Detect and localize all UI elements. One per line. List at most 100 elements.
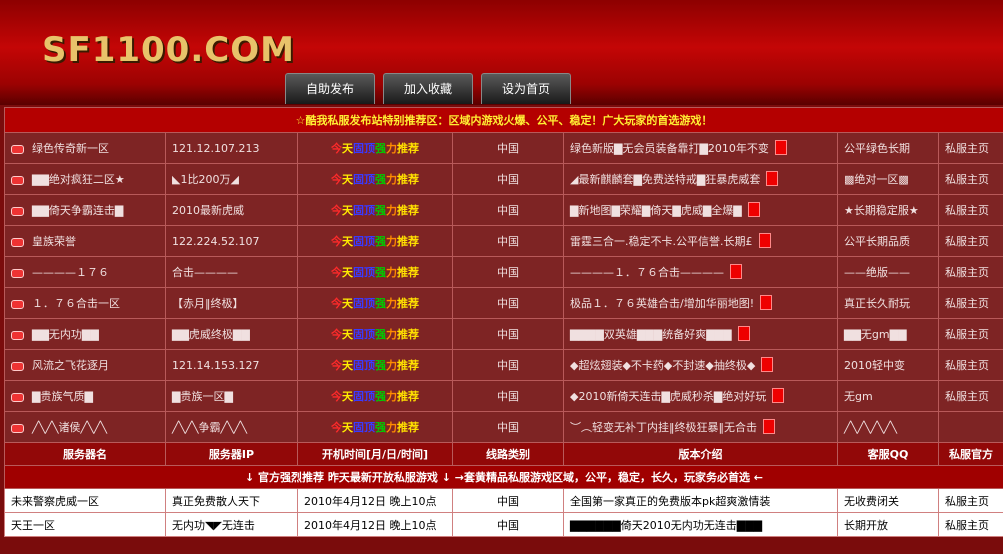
column-header: 服务器名	[4, 442, 166, 466]
promo-text: 固顶	[353, 266, 375, 279]
nav-button[interactable]: 自助发布	[285, 73, 375, 104]
open-time: 今天固顶强力推荐	[297, 256, 453, 288]
server-name-cell: ▇贵族气质▇	[4, 380, 166, 412]
icon	[11, 206, 24, 216]
featured-row: 绿色传奇新一区 121.12.107.213 今天固顶强力推荐 中国 绿色新版▇无会员装…	[4, 132, 1003, 164]
server-ip: 121.14.153.127	[165, 349, 298, 381]
qq: 2010轻中变	[837, 349, 939, 381]
qq: 真正长久耐玩	[837, 287, 939, 319]
home-link[interactable]: 私服主页	[945, 142, 989, 155]
promo-text: 力	[386, 173, 397, 186]
promo-text: 推荐	[397, 390, 419, 403]
banner: ☆酷我私服发布站特别推荐区：区域内游戏火爆、公平、稳定！广大玩家的首选游戏！	[3, 107, 1003, 133]
server-name[interactable]: ▇▇倚天争霸连击▇	[32, 204, 124, 217]
server-name[interactable]: 风流之飞花逐月	[32, 359, 109, 372]
promo-text: 天	[342, 266, 353, 279]
promo-text: 力	[386, 328, 397, 341]
line-type: 中国	[452, 132, 564, 164]
intro: ————１．７６合击————	[570, 266, 724, 279]
promo-text: 今	[331, 359, 342, 372]
intro-cell: ◆2010新倚天连击▇虎威秒杀▇绝对好玩	[563, 380, 838, 412]
listing-cell: 长期开放	[837, 512, 939, 537]
server-name-cell: ▇▇无内功▇▇	[4, 318, 166, 350]
open-time: 今天固顶强力推荐	[297, 225, 453, 257]
intro: 绿色新版▇无会员装备靠打▇2010年不变	[570, 142, 769, 155]
listing-cell: 全国第一家真正的免费版本pk超爽激情装	[563, 488, 838, 513]
home-link[interactable]: 私服主页	[945, 266, 989, 279]
open-time: 今天固顶强力推荐	[297, 163, 453, 195]
column-header: 开机时间[月/日/时间]	[297, 442, 453, 466]
listing-cell[interactable]: 私服主页	[937, 488, 1003, 513]
home-cell: 私服主页	[937, 287, 1003, 319]
promo-text: 强	[375, 142, 386, 155]
featured-row: ————１７６ 合击———— 今天固顶强力推荐 中国 ————１．７６合击———— ——绝…	[4, 256, 1003, 288]
home-link[interactable]: 私服主页	[945, 390, 989, 403]
listing-cell[interactable]: 未来警察虎威一区	[4, 488, 166, 513]
server-name[interactable]: ▇贵族气质▇	[32, 390, 93, 403]
column-header: 客服QQ	[837, 442, 939, 466]
server-name[interactable]: 绿色传奇新一区	[32, 142, 109, 155]
line-type: 中国	[452, 380, 564, 412]
promo-text: 天	[342, 204, 353, 217]
qq: ╱╲╱╲╱╲╱╲	[837, 411, 939, 443]
icon	[758, 233, 771, 248]
server-name[interactable]: ————１７６	[32, 266, 109, 279]
listing-cell[interactable]: 天王一区	[4, 512, 166, 537]
line-type: 中国	[452, 349, 564, 381]
home-cell: 私服主页	[937, 194, 1003, 226]
promo-text: 天	[342, 142, 353, 155]
logo[interactable]: SF1100.COM	[42, 30, 295, 70]
intro-cell: 雷霆三合一.稳定不卡.公平信誉.长期£	[563, 225, 838, 257]
promo-text: 力	[386, 266, 397, 279]
column-header: 版本介绍	[563, 442, 838, 466]
server-name[interactable]: ╱╲╱╲诸侯╱╲╱╲	[32, 421, 107, 434]
promo-text: 天	[342, 359, 353, 372]
promo-text: 固顶	[353, 421, 375, 434]
icon	[747, 202, 760, 217]
intro-cell: 极品１．７６英雄合击/增加华丽地图!	[563, 287, 838, 319]
featured-row: ╱╲╱╲诸侯╱╲╱╲ ╱╲╱╲争霸╱╲╱╲ 今天固顶强力推荐 中国 ︶︵轻变无补丁内挂‖…	[4, 411, 1003, 443]
home-link[interactable]: 私服主页	[945, 297, 989, 310]
server-ip: 121.12.107.213	[165, 132, 298, 164]
line-type: 中国	[452, 194, 564, 226]
icon	[11, 268, 24, 278]
promo-text: 今	[331, 390, 342, 403]
icon	[737, 326, 750, 341]
promo-text: 推荐	[397, 142, 419, 155]
home-link[interactable]: 私服主页	[945, 328, 989, 341]
home-link[interactable]: 私服主页	[945, 235, 989, 248]
server-ip: 122.224.52.107	[165, 225, 298, 257]
server-name[interactable]: ▇▇绝对疯狂二区★	[32, 173, 125, 186]
intro: ▇▇▇▇双英雄▇▇▇统备好爽▇▇▇	[570, 328, 732, 341]
home-link[interactable]: 私服主页	[945, 173, 989, 186]
banner: ↓ 官方强烈推荐 昨天最新开放私服游戏 ↓ →套黄精品私服游戏区域，公平，稳定，…	[3, 465, 1003, 489]
server-name[interactable]: 皇族荣誉	[32, 235, 76, 248]
promo-text: 今	[331, 328, 342, 341]
server-name-cell: ╱╲╱╲诸侯╱╲╱╲	[4, 411, 166, 443]
icon	[11, 392, 24, 402]
line-type: 中国	[452, 287, 564, 319]
listing-row: 未来警察虎威一区 真正免费散人天下 2010年4月12日 晚上10点 中国 全国第一家真…	[4, 488, 1003, 513]
listing-cell: 2010年4月12日 晚上10点	[297, 488, 453, 513]
open-time: 今天固顶强力推荐	[297, 194, 453, 226]
home-link[interactable]: 私服主页	[945, 359, 989, 372]
home-cell: 私服主页	[937, 225, 1003, 257]
featured-row: ▇▇倚天争霸连击▇ 2010最新虎威 今天固顶强力推荐 中国 ▇新地图▇荣耀▇倚天▇虎威…	[4, 194, 1003, 226]
listing-cell[interactable]: 私服主页	[937, 512, 1003, 537]
featured-row: ▇▇绝对疯狂二区★ ◣1比200万◢ 今天固顶强力推荐 中国 ◢最新麒麟套▇免费送特戒▇…	[4, 163, 1003, 195]
nav-button[interactable]: 设为首页	[481, 73, 571, 104]
qq: ——绝版——	[837, 256, 939, 288]
server-name[interactable]: １．７６合击一区	[32, 297, 120, 310]
qq: 公平绿色长期	[837, 132, 939, 164]
content: ☆酷我私服发布站特别推荐区：区域内游戏火爆、公平、稳定！广大玩家的首选游戏！ 绿色…	[3, 107, 1003, 537]
server-name[interactable]: ▇▇无内功▇▇	[32, 328, 99, 341]
server-ip: 合击————	[165, 256, 298, 288]
promo-text: 固顶	[353, 297, 375, 310]
promo-text: 推荐	[397, 297, 419, 310]
listing-cell: 真正免费散人天下	[165, 488, 298, 513]
nav-button[interactable]: 加入收藏	[383, 73, 473, 104]
home-link[interactable]: 私服主页	[945, 204, 989, 217]
server-name-cell: 绿色传奇新一区	[4, 132, 166, 164]
promo-text: 力	[386, 359, 397, 372]
server-ip: ╱╲╱╲争霸╱╲╱╲	[165, 411, 298, 443]
